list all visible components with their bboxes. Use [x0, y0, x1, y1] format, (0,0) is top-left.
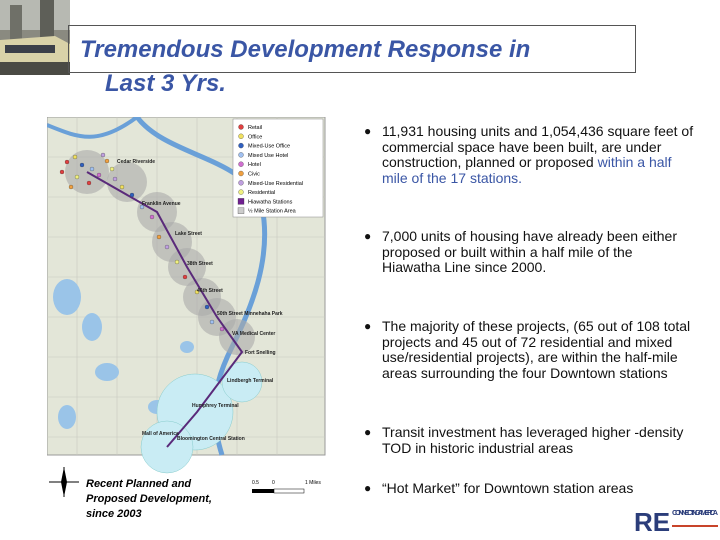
- development-site: [109, 166, 115, 172]
- bullet: ● “Hot Market” for Downtown station areas: [364, 480, 694, 497]
- bullet: ● Transit investment has leveraged higher…: [364, 424, 694, 456]
- text: 7,000 units of housing have already been…: [382, 228, 677, 275]
- bullet: ● 7,000 units of housing have already bee…: [364, 228, 694, 276]
- station-label: Cedar Riverside: [117, 159, 155, 165]
- bullet: ● 11,931 housing units and 1,054,436 squa…: [364, 123, 694, 186]
- bullet-text: 11,931 housing units and 1,054,436 squar…: [382, 123, 694, 186]
- development-site: [182, 274, 188, 280]
- station-label: Bloomington Central Station: [177, 436, 245, 442]
- station-label: Franklin Avenue: [142, 201, 181, 207]
- station-label: Humphrey Terminal: [192, 403, 239, 409]
- legend-swatch: [238, 133, 244, 139]
- development-site: [112, 176, 118, 182]
- legend-swatch: [237, 198, 245, 205]
- development-site: [104, 158, 110, 164]
- development-site: [74, 174, 80, 180]
- text: The majority of these projects, (65 out …: [382, 318, 691, 381]
- legend-label: Civic: [248, 172, 260, 178]
- legend-label: Retail: [248, 125, 262, 131]
- legend-swatch: [238, 124, 244, 130]
- station-label: Lake Street: [175, 231, 202, 237]
- development-site: [156, 234, 162, 240]
- title: Last 3 Yrs.: [105, 70, 226, 97]
- development-site: [68, 184, 74, 190]
- development-site: [119, 184, 125, 190]
- bullet: ● The majority of these projects, (65 out…: [364, 318, 694, 381]
- development-site: [86, 180, 92, 186]
- title: Tremendous Development Response in: [80, 36, 531, 63]
- map-caption: Recent Planned and Proposed Development,…: [86, 478, 212, 520]
- development-site: [64, 159, 70, 165]
- logo: RE CONNECTING AMERICA: [634, 507, 719, 537]
- logo-name: CONNECTING AMERICA: [672, 508, 719, 517]
- bullet-text: 7,000 units of housing have already been…: [382, 228, 694, 276]
- legend-label: Mixed-Use Residential: [248, 181, 303, 187]
- legend-label: Office: [248, 134, 262, 140]
- station-label: Fort Snelling: [245, 350, 276, 356]
- development-site: [209, 319, 215, 325]
- bullet-text: Transit investment has leveraged higher …: [382, 424, 694, 456]
- station-label: Mall of America: [142, 431, 179, 437]
- bullet-dot: ●: [364, 481, 372, 495]
- legend-swatch: [238, 152, 244, 158]
- station-label: 50th Street Minnehaha Park: [217, 311, 283, 317]
- legend-swatch: [237, 207, 245, 214]
- bullet-text: “Hot Market” for Downtown station areas: [382, 480, 694, 497]
- bullet-dot: ●: [364, 229, 372, 243]
- development-site: [164, 244, 170, 250]
- bullet-dot: ●: [364, 124, 372, 138]
- legend-label: Residential: [248, 190, 275, 196]
- scale-label: 0: [272, 480, 275, 486]
- legend-swatch: [238, 170, 244, 177]
- legend-swatch: [238, 161, 244, 167]
- legend-label: Hiawatha Stations: [248, 199, 293, 205]
- scale-label: 1 Miles: [305, 480, 321, 486]
- station-label: 38th Street: [187, 261, 213, 267]
- development-site: [139, 204, 145, 210]
- development-site: [174, 259, 180, 265]
- development-site: [89, 166, 95, 172]
- text: 11,931 housing units and 1,054,436 squar…: [382, 123, 694, 170]
- bullet-dot: ●: [364, 425, 372, 439]
- development-site: [129, 192, 135, 198]
- legend-swatch: [238, 180, 244, 186]
- legend-swatch: [238, 189, 244, 195]
- legend-label: Mixed-Use Office: [248, 144, 290, 150]
- legend-label: ½ Mile Station Area: [248, 208, 297, 215]
- development-site: [149, 214, 155, 220]
- development-site: [219, 326, 225, 332]
- bullet-text: The majority of these projects, (65 out …: [382, 318, 694, 381]
- text: Transit investment has leveraged higher …: [382, 424, 684, 456]
- map: Retail Office Mixed-Use Office Mixed Use Ho…: [47, 117, 326, 497]
- train-photo: [0, 0, 70, 75]
- development-site: [79, 162, 85, 168]
- station-label: 46th Street: [197, 288, 223, 294]
- scale-label: 0.5: [252, 480, 259, 486]
- development-site: [96, 172, 102, 178]
- title-box: [68, 25, 636, 73]
- development-site: [194, 289, 200, 295]
- logo-mark: RE: [634, 507, 670, 537]
- legend-swatch: [238, 142, 244, 149]
- station-label: VA Medical Center: [232, 331, 275, 337]
- station-label: Lindbergh Terminal: [227, 378, 274, 384]
- legend-label: Mixed Use Hotel: [248, 153, 288, 159]
- development-site: [204, 304, 210, 310]
- development-site: [72, 154, 78, 160]
- highlight-text: within a half mile of the 17 stations.: [382, 154, 672, 186]
- development-site: [100, 152, 106, 158]
- text: “Hot Market” for Downtown station areas: [382, 480, 634, 496]
- bullet-dot: ●: [364, 319, 372, 333]
- development-site: [59, 169, 65, 175]
- legend-label: Hotel: [248, 162, 261, 168]
